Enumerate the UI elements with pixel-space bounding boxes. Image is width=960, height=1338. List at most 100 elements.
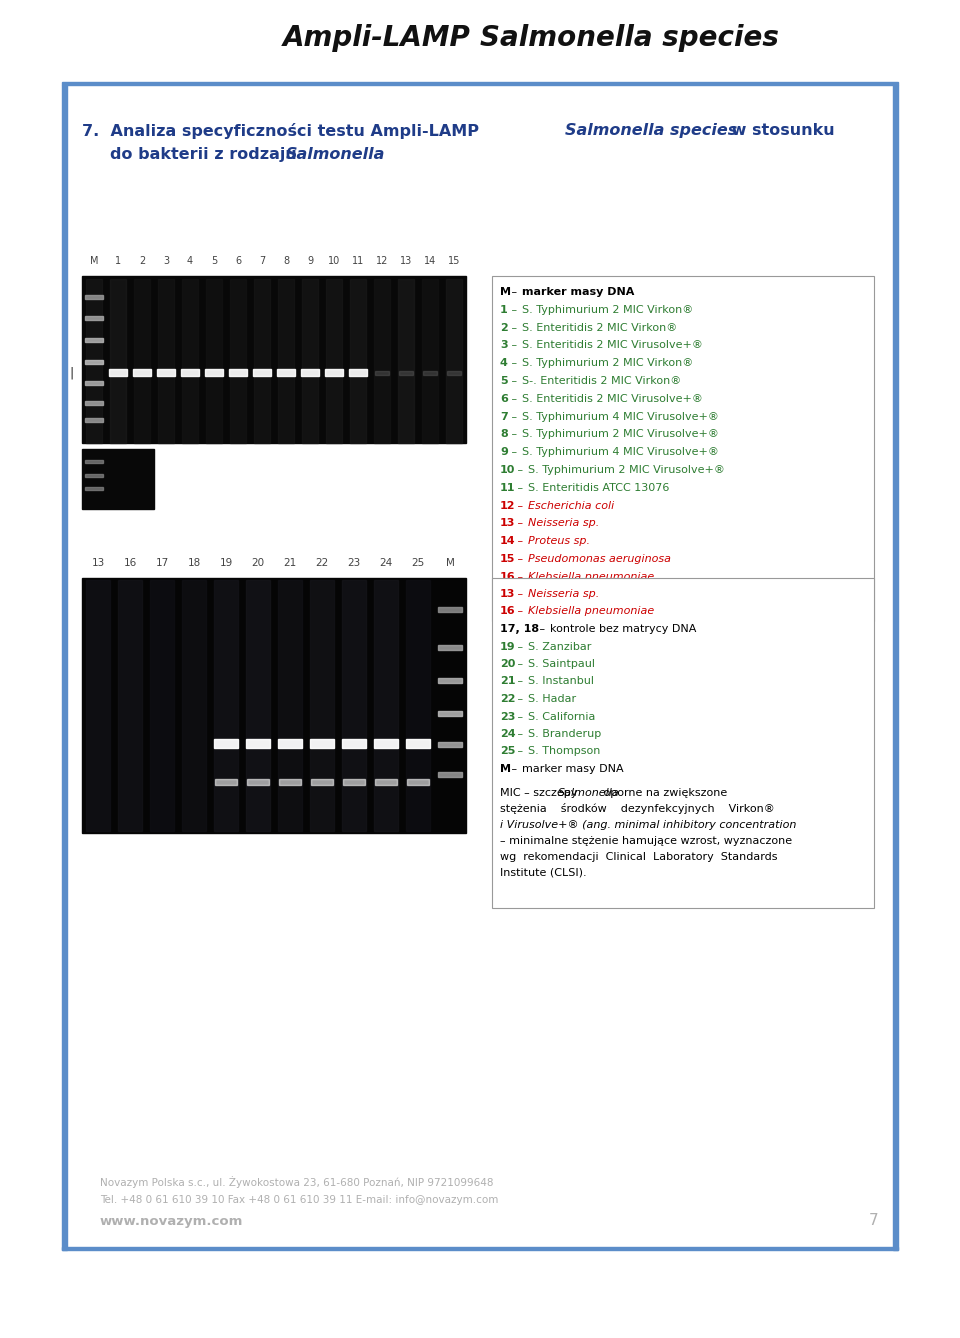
- Bar: [157, 280, 175, 443]
- Bar: [82, 578, 466, 834]
- Bar: [301, 369, 319, 376]
- Text: S. Zanzibar: S. Zanzibar: [527, 641, 590, 652]
- Text: 8: 8: [283, 256, 289, 266]
- Bar: [446, 371, 461, 375]
- Bar: [247, 779, 269, 785]
- Text: Klebsiella pneumoniae: Klebsiella pneumoniae: [527, 606, 654, 617]
- Text: –: –: [509, 322, 521, 333]
- Text: –: –: [509, 340, 521, 351]
- Bar: [373, 579, 398, 831]
- Text: wg  rekomendacji  Clinical  Laboratory  Standards: wg rekomendacji Clinical Laboratory Stan…: [500, 851, 778, 862]
- Text: –: –: [514, 590, 527, 599]
- Bar: [109, 369, 127, 376]
- Text: S. Typhimurium 2 MIC Virusolve+®: S. Typhimurium 2 MIC Virusolve+®: [522, 429, 719, 439]
- Bar: [150, 579, 174, 831]
- Bar: [246, 579, 270, 831]
- Text: Institute (CLSI).: Institute (CLSI).: [500, 867, 587, 878]
- Text: 25: 25: [412, 558, 424, 569]
- Text: –: –: [509, 764, 521, 773]
- Bar: [343, 740, 366, 748]
- Text: 7: 7: [869, 1214, 878, 1228]
- Text: 15: 15: [500, 554, 516, 565]
- Text: 15: 15: [447, 256, 460, 266]
- Bar: [62, 82, 898, 86]
- Bar: [85, 474, 103, 476]
- Text: S. Hadar: S. Hadar: [527, 694, 576, 704]
- Bar: [438, 712, 463, 716]
- Bar: [310, 740, 333, 748]
- Bar: [407, 779, 429, 785]
- Text: 10: 10: [328, 256, 340, 266]
- Bar: [325, 280, 343, 443]
- Text: Proteus sp.: Proteus sp.: [527, 537, 589, 546]
- Bar: [181, 280, 199, 443]
- Text: S. Typhimurium 2 MIC Virkon®: S. Typhimurium 2 MIC Virkon®: [522, 305, 693, 314]
- Text: –: –: [514, 712, 527, 721]
- Text: 9: 9: [307, 256, 313, 266]
- Bar: [247, 740, 270, 748]
- Text: w stosunku: w stosunku: [726, 123, 834, 138]
- Text: S. Enteritidis 2 MIC Virkon®: S. Enteritidis 2 MIC Virkon®: [522, 322, 677, 333]
- Bar: [398, 371, 413, 375]
- Text: –: –: [514, 747, 527, 756]
- Text: M  16  17: M 16 17: [84, 450, 130, 459]
- Text: –: –: [514, 537, 527, 546]
- Bar: [445, 280, 463, 443]
- Text: Ampli-LAMP: Ampli-LAMP: [282, 24, 480, 52]
- Text: 6: 6: [235, 256, 241, 266]
- Bar: [492, 578, 874, 909]
- Text: –: –: [509, 412, 521, 421]
- Bar: [85, 487, 103, 490]
- Text: 16: 16: [500, 606, 516, 617]
- Text: 3: 3: [500, 340, 508, 351]
- Text: 12: 12: [375, 256, 388, 266]
- Bar: [85, 316, 103, 320]
- Text: S. Instanbul: S. Instanbul: [527, 677, 593, 686]
- Bar: [62, 86, 67, 1250]
- Text: kontrole bez matrycy DNA: kontrole bez matrycy DNA: [549, 624, 696, 634]
- Text: 7: 7: [259, 256, 265, 266]
- Bar: [374, 740, 397, 748]
- Text: 2: 2: [500, 322, 508, 333]
- Bar: [349, 369, 367, 376]
- Bar: [85, 280, 103, 443]
- Bar: [85, 579, 110, 831]
- Text: 11: 11: [352, 256, 364, 266]
- Bar: [181, 579, 206, 831]
- Text: 25: 25: [500, 747, 516, 756]
- Text: –: –: [514, 518, 527, 529]
- Bar: [374, 371, 389, 375]
- Text: S. Enteritidis ATCC 13076: S. Enteritidis ATCC 13076: [527, 483, 669, 492]
- Bar: [301, 280, 319, 443]
- Text: –: –: [509, 429, 521, 439]
- Text: 20: 20: [500, 660, 516, 669]
- Bar: [397, 280, 415, 443]
- Bar: [82, 450, 154, 508]
- Bar: [349, 280, 367, 443]
- Text: –: –: [514, 677, 527, 686]
- Text: 8: 8: [500, 429, 508, 439]
- Text: Neisseria sp.: Neisseria sp.: [527, 518, 599, 529]
- Text: S-. Enteritidis 2 MIC Virkon®: S-. Enteritidis 2 MIC Virkon®: [522, 376, 682, 385]
- Bar: [205, 369, 223, 376]
- Bar: [325, 369, 343, 376]
- Text: i Virusolve+® (ang. minimal inhibitory concentration: i Virusolve+® (ang. minimal inhibitory c…: [500, 819, 797, 830]
- Bar: [438, 678, 463, 682]
- Text: 11: 11: [500, 483, 516, 492]
- Text: M: M: [445, 558, 454, 569]
- Bar: [118, 579, 142, 831]
- Text: oporne na zwiększone: oporne na zwiększone: [600, 788, 727, 797]
- Bar: [277, 280, 295, 443]
- Text: S. California: S. California: [527, 712, 595, 721]
- Text: –: –: [509, 305, 521, 314]
- Bar: [133, 369, 151, 376]
- Text: 7.  Analiza specyficzności testu Ampli-LAMP: 7. Analiza specyficzności testu Ampli-LA…: [82, 123, 485, 139]
- Text: 17: 17: [500, 590, 516, 599]
- Text: –: –: [514, 483, 527, 492]
- Text: 20: 20: [252, 558, 265, 569]
- Text: 10: 10: [500, 466, 516, 475]
- Text: S. Branderup: S. Branderup: [527, 729, 601, 739]
- Text: 17, 18: 17, 18: [500, 624, 540, 634]
- Text: –: –: [536, 624, 548, 634]
- Text: |: |: [70, 367, 74, 380]
